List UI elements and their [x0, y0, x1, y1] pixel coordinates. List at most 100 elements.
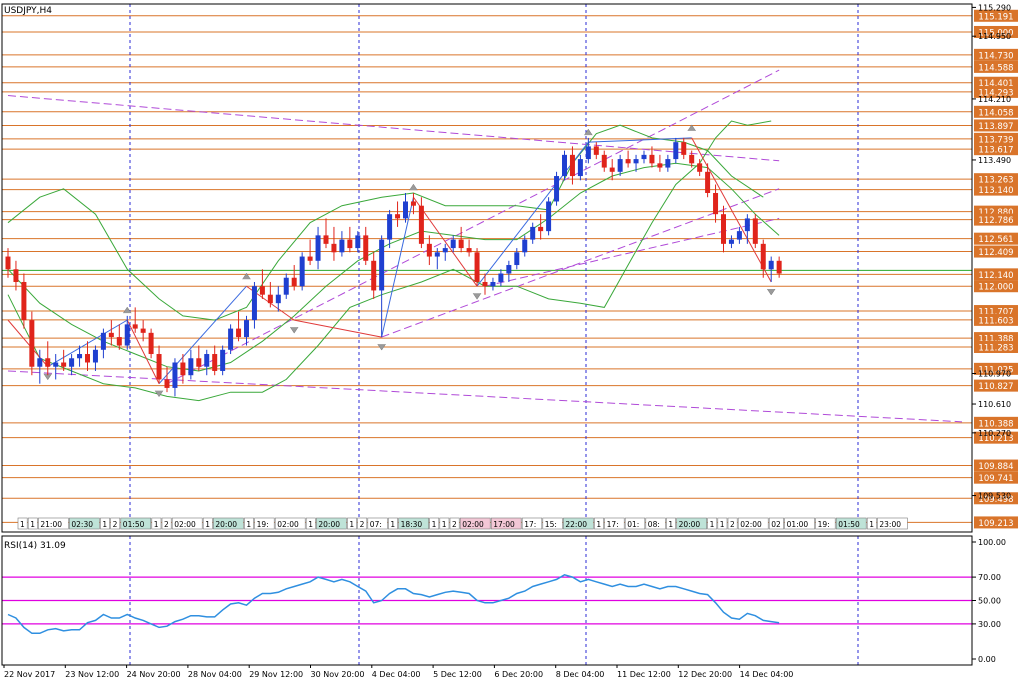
time-tick-label: 6 Dec 20:00 — [494, 670, 543, 679]
session-labels: 1 1 21:00 02:30 1 2 01:50 1 2 02:00 1 20:00 1 19: 02:0… — [17, 517, 908, 530]
zigzag-segment — [413, 196, 478, 287]
trend-line — [381, 188, 780, 338]
level-label: 110.213 — [978, 434, 1013, 444]
session-label: 18:30 — [401, 520, 423, 529]
candle-body — [291, 277, 297, 287]
candle-body — [697, 163, 703, 172]
session-label: 15: — [545, 520, 557, 529]
session-box — [110, 517, 121, 530]
fractal-marker — [409, 183, 418, 191]
session-label: 20:00 — [215, 520, 237, 529]
session-label: 20:00 — [318, 520, 340, 529]
level-label: 111.388 — [978, 335, 1013, 345]
candle-body — [347, 239, 353, 249]
session-label: 1 — [349, 520, 354, 529]
candle-body — [546, 201, 552, 232]
candlesticks — [5, 137, 782, 397]
session-box — [388, 517, 398, 530]
session-box — [624, 517, 646, 530]
candle-body — [379, 239, 385, 291]
session-label: 1 — [20, 520, 25, 529]
session-label: 23:00 — [879, 520, 901, 529]
candle-body — [331, 243, 337, 253]
time-tick-label: 28 Nov 04:00 — [188, 670, 242, 679]
candle-body — [609, 167, 615, 172]
level-label-box — [974, 340, 1018, 353]
session-label: 01:50 — [838, 520, 860, 529]
candle-body — [498, 273, 504, 282]
level-label: 112.409 — [978, 248, 1013, 258]
session-box — [459, 517, 491, 530]
session-box — [274, 517, 306, 530]
level-label-box — [974, 431, 1018, 444]
level-label: 109.741 — [978, 474, 1013, 484]
candle-body — [116, 337, 122, 346]
candle-body — [689, 154, 695, 164]
band-middle — [7, 162, 780, 372]
level-label: 110.388 — [978, 419, 1013, 429]
candle-body — [434, 252, 440, 257]
candle-body — [124, 324, 130, 346]
level-label-box — [974, 268, 1018, 281]
session-box — [398, 517, 429, 530]
candle-body — [251, 286, 257, 321]
session-box — [521, 517, 543, 530]
session-box — [866, 517, 877, 530]
session-box — [676, 517, 707, 530]
level-label: 114.588 — [978, 63, 1013, 73]
level-label: 109.213 — [978, 519, 1013, 529]
level-label: 115.000 — [978, 28, 1013, 38]
candle-body — [61, 362, 67, 367]
rsi-line — [7, 573, 780, 635]
candle-body — [577, 159, 583, 177]
time-tick-label: 14 Dec 04:00 — [740, 670, 794, 679]
session-label: 2 — [730, 520, 735, 529]
candle-body — [426, 243, 432, 257]
candle-body — [617, 159, 623, 172]
price-pane-frame — [1, 3, 973, 533]
level-label-box — [974, 379, 1018, 392]
level-label: 112.786 — [978, 216, 1013, 226]
session-box — [316, 517, 347, 530]
session-box — [449, 517, 460, 530]
fractal-marker — [687, 124, 696, 132]
time-tick-label: 30 Nov 20:00 — [311, 670, 365, 679]
fractal-marker — [43, 373, 52, 381]
candle-body — [681, 142, 687, 155]
session-box — [784, 517, 815, 530]
session-label: 02 — [771, 520, 781, 529]
session-label: 1 — [30, 520, 35, 529]
candle-body — [721, 214, 726, 244]
session-box — [357, 517, 368, 530]
candle-body — [204, 354, 210, 367]
level-label-box — [974, 280, 1018, 293]
price-tick-label: 113.490 — [978, 156, 1011, 165]
session-label: 01:50 — [123, 520, 145, 529]
candle-body — [410, 201, 416, 206]
fractal-marker — [472, 293, 482, 300]
candle-body — [387, 214, 393, 240]
candle-body — [339, 239, 345, 253]
candle-body — [212, 354, 218, 371]
level-label-box — [974, 85, 1018, 98]
rsi-tick-label: 100.00 — [978, 538, 1006, 547]
time-tick-label: 5 Dec 12:00 — [433, 670, 482, 679]
candle-body — [13, 269, 19, 282]
session-label: 1 — [102, 520, 107, 529]
time-tick-label: 11 Dec 12:00 — [617, 670, 671, 679]
level-label-box — [974, 105, 1018, 118]
session-box — [737, 517, 769, 530]
rsi-label: RSI(14) 31.09 — [4, 541, 66, 551]
candle-body — [506, 265, 512, 274]
level-label-box — [974, 232, 1018, 245]
session-label: 1 — [668, 520, 673, 529]
price-tick-label: 110.270 — [978, 429, 1011, 438]
candle-body — [307, 256, 313, 261]
candle-body — [100, 332, 106, 350]
session-box — [439, 517, 450, 530]
level-label-box — [974, 471, 1018, 484]
session-box — [100, 517, 110, 530]
